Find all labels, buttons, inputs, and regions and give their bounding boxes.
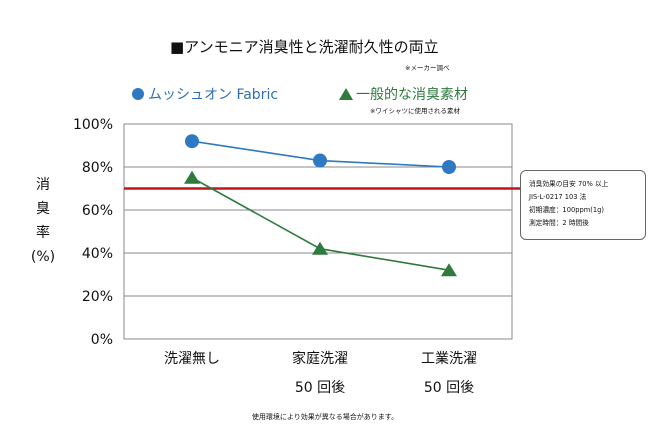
y-tick-label: 100% xyxy=(73,117,113,133)
circle-marker-icon xyxy=(132,88,144,100)
threshold-note-line: 測定時間：2 時間後 xyxy=(529,219,589,227)
x-tick-label: 洗濯無し xyxy=(164,351,220,367)
footer-note: 使用環境により効果が異なる場合があります。 xyxy=(251,413,399,421)
threshold-note-line: 消臭効果の目安 70% 以上 xyxy=(529,180,609,188)
series-line-general xyxy=(191,177,450,271)
data-point-triangle xyxy=(312,241,328,255)
data-point-circle xyxy=(442,160,456,174)
y-axis-label: 消 臭 率 (%) xyxy=(24,173,62,269)
chart-title: ■アンモニア消臭性と洗濯耐久性の両立 xyxy=(170,38,439,56)
x-tick-label: 家庭洗濯 xyxy=(292,350,348,367)
data-point-triangle xyxy=(184,170,200,184)
y-label-char: (%) xyxy=(30,249,56,265)
data-point-triangle xyxy=(441,263,457,277)
threshold-note-line: JIS-L-0217 103 法 xyxy=(529,193,587,201)
y-tick-label: 60% xyxy=(82,203,113,219)
y-tick-label: 40% xyxy=(82,246,113,262)
threshold-note-line: 初期濃度：100ppm(1g) xyxy=(529,206,604,214)
data-point-circle xyxy=(185,134,199,149)
title-note: ※メーカー調べ xyxy=(405,64,450,72)
y-tick-label: 80% xyxy=(82,160,113,176)
legend-note: ※ワイシャツに使用される素材 xyxy=(370,107,460,115)
x-tick-label: 工業洗濯 xyxy=(421,351,477,367)
legend-label-general: 一般的な消臭素材 xyxy=(356,87,468,103)
y-tick-label: 20% xyxy=(82,289,113,305)
triangle-marker-icon xyxy=(339,88,353,100)
legend-item-fabric: ムッシュオン Fabric xyxy=(132,84,278,104)
y-label-char: 臭 xyxy=(36,201,50,217)
x-tick-sublabel: 50 回後 xyxy=(424,380,474,396)
y-label-char: 率 xyxy=(36,225,50,241)
data-point-circle xyxy=(313,153,327,168)
x-tick-sublabel: 50 回後 xyxy=(295,380,345,396)
threshold-note-box: 消臭効果の目安 70% 以上 JIS-L-0217 103 法 初期濃度：100… xyxy=(520,170,646,240)
legend-item-general: 一般的な消臭素材 xyxy=(339,84,468,104)
legend-label-fabric: ムッシュオン Fabric xyxy=(148,87,279,103)
y-label-char: 消 xyxy=(36,177,50,193)
y-tick-label: 0% xyxy=(91,332,113,348)
plot-frame xyxy=(123,123,513,340)
